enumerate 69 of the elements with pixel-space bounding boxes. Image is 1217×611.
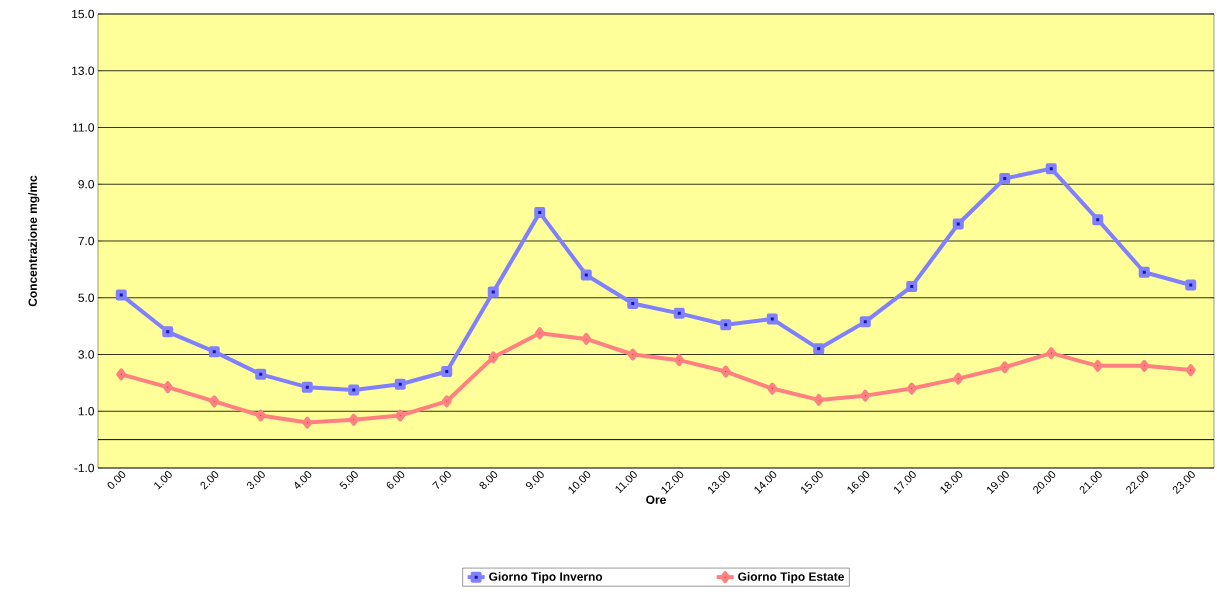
point (720, 365, 731, 378)
point (255, 368, 267, 380)
point (534, 327, 545, 340)
point (581, 332, 592, 345)
y-tick-label: -1.0 (74, 463, 95, 473)
point (1185, 279, 1197, 291)
point (488, 351, 499, 364)
point (441, 366, 453, 378)
point (999, 361, 1010, 374)
y-tick-label: 9.0 (78, 180, 95, 189)
y-tick-label: 11.0 (73, 123, 95, 132)
point (1185, 364, 1196, 377)
point (1045, 163, 1057, 175)
point (441, 395, 452, 408)
y-tick-label: 15.0 (72, 9, 95, 19)
point (1092, 214, 1104, 226)
point (1139, 359, 1150, 372)
point (116, 368, 127, 381)
y-tick-label: 1.0 (78, 407, 95, 416)
point (952, 218, 964, 230)
x-tick-label: 5.00 (339, 471, 358, 490)
x-axis-title: Ore (646, 495, 666, 504)
y-tick-label: 3.0 (78, 350, 95, 359)
point (301, 381, 313, 393)
point (487, 286, 499, 298)
point (906, 382, 917, 395)
x-tick-label: 8.00 (479, 471, 498, 490)
y-tick-label: 13.0 (72, 66, 95, 75)
point (209, 395, 220, 408)
point (255, 409, 266, 422)
point (767, 382, 778, 395)
point (813, 343, 825, 355)
x-tick-label: 6.00 (386, 471, 405, 489)
point (860, 389, 871, 402)
point (813, 393, 824, 406)
x-tick-label: 7.00 (432, 471, 451, 489)
point (906, 280, 918, 292)
point (766, 313, 778, 325)
point (162, 381, 173, 394)
point (627, 348, 638, 361)
point (534, 207, 546, 219)
point (673, 307, 685, 319)
legend-label: Giorno Tipo Inverno (489, 572, 603, 584)
point (162, 326, 174, 338)
point (1138, 266, 1150, 278)
point (674, 354, 685, 367)
x-tick-label: 3.00 (246, 471, 265, 490)
y-tick-label: 5.0 (78, 293, 95, 302)
legend-label: Giorno Tipo Estate (738, 572, 844, 584)
x-tick-label: 0.00 (107, 471, 126, 489)
point (627, 297, 639, 309)
point (348, 384, 360, 396)
point (348, 413, 359, 426)
y-axis-title: Concentrazione mg/mc (28, 175, 40, 307)
point (999, 173, 1011, 185)
x-tick-label: 9.00 (525, 471, 544, 489)
point (953, 372, 964, 385)
x-tick-label: 4.00 (294, 471, 312, 489)
point (1092, 359, 1103, 372)
point (720, 319, 732, 331)
point (1046, 347, 1057, 360)
point (580, 269, 592, 281)
point (208, 346, 220, 358)
point (302, 416, 313, 429)
y-tick-label: 7.0 (78, 236, 95, 246)
point (395, 409, 406, 422)
point (115, 289, 127, 301)
point (394, 378, 406, 390)
point (859, 316, 871, 328)
